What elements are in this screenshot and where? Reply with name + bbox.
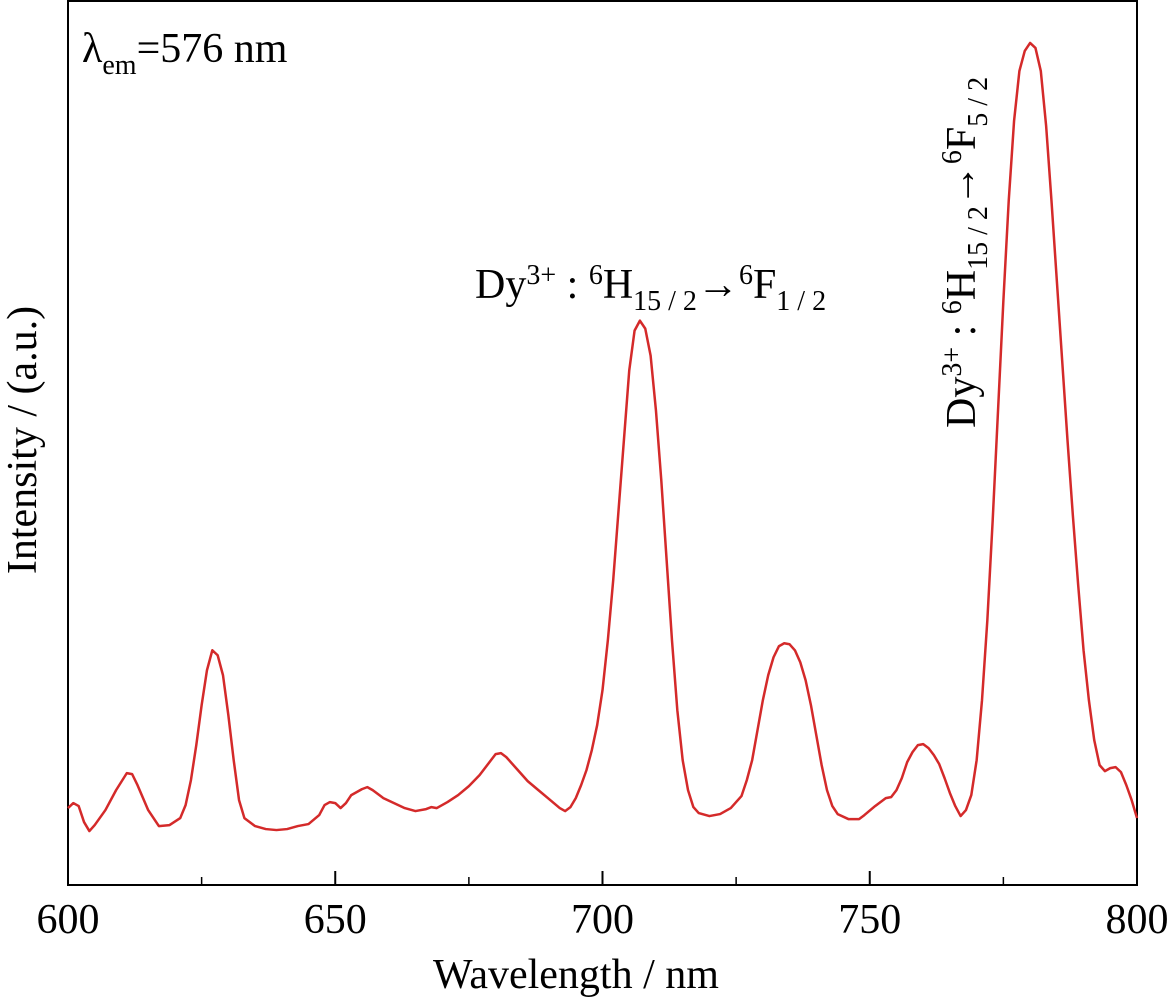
annotation-part: : [939, 314, 985, 347]
annotation-part: H [603, 262, 633, 308]
annotation-part: Dy [475, 262, 526, 308]
x-tick-label: 600 [37, 897, 100, 943]
annotation: Dy3+ : 6H15 / 2→6F1 / 2 [475, 260, 826, 317]
annotation-part: F [753, 262, 776, 308]
annotation-part: 6 [937, 150, 968, 164]
annotation-part: 5 / 2 [963, 77, 994, 127]
x-axis-label: Wavelength / nm [433, 952, 719, 998]
annotation-part: 15 / 2 [963, 206, 994, 270]
annotation-part: 6 [937, 300, 968, 314]
annotation-part: → [939, 164, 985, 206]
annotation-part: =576 nm [137, 26, 288, 72]
spectrum-line [67, 41, 1139, 833]
annotation-part: → [697, 262, 739, 308]
annotation: Dy3+ : 6H15 / 2→6F5 / 2 [937, 77, 994, 428]
annotation-part: λ [82, 26, 103, 72]
annotation-part: 6 [739, 260, 753, 291]
annotation-part: F [939, 127, 985, 150]
y-axis-label: Intensity / (a.u.) [0, 306, 46, 574]
annotation-part: Dy [939, 377, 985, 428]
annotation-part: H [939, 270, 985, 300]
annotation-part: 1 / 2 [776, 286, 826, 317]
annotation-part: 6 [589, 260, 603, 291]
annotation-part: em [102, 50, 136, 81]
annotation-part: 3+ [526, 260, 556, 291]
annotation: λem=576 nm [82, 26, 288, 81]
annotation-part: : [556, 262, 589, 308]
annotation-part: 15 / 2 [633, 286, 697, 317]
x-tick-label: 750 [838, 897, 901, 943]
annotation-part: 3+ [937, 347, 968, 377]
x-tick-label: 650 [304, 897, 367, 943]
x-tick-label: 800 [1106, 897, 1169, 943]
x-tick-label: 700 [571, 897, 634, 943]
